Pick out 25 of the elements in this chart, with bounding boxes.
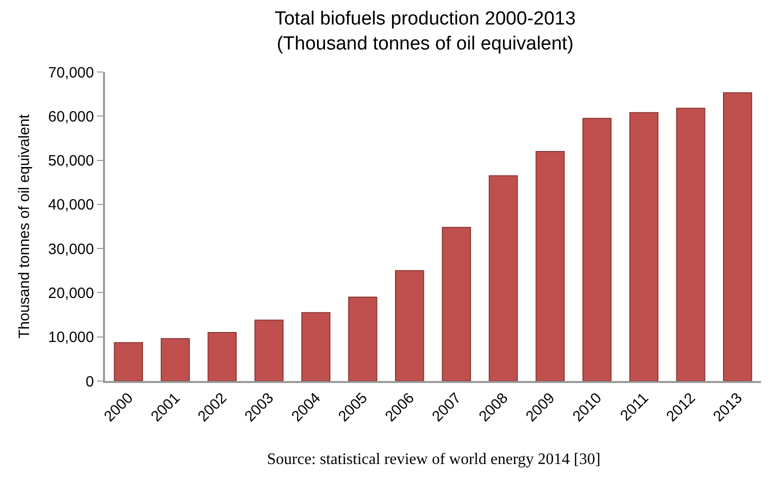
bar <box>582 118 612 381</box>
bar <box>488 175 518 381</box>
source-note: Source: statistical review of world energy 2014 [30] <box>267 451 600 468</box>
bar <box>395 270 424 381</box>
bar <box>301 312 330 381</box>
y-tick-label: 60,000 <box>48 108 94 126</box>
bar <box>676 108 706 381</box>
bar <box>160 338 190 381</box>
chart-title: Total biofuels production 2000-2013 (Thousand tonnes of oil equivalent) <box>274 8 576 54</box>
bar <box>629 112 658 381</box>
y-tick-label: 50,000 <box>48 152 94 170</box>
y-tick-label: 0 <box>86 373 94 390</box>
bar <box>208 332 237 381</box>
bar <box>348 296 378 381</box>
bar <box>723 92 752 381</box>
bar <box>114 342 143 381</box>
y-axis-title: Thousand tonnes of oil equivalent <box>16 114 33 339</box>
y-tick-label: 20,000 <box>48 284 94 302</box>
y-tick-label: 70,000 <box>48 64 94 82</box>
bar <box>442 226 471 381</box>
y-tick-label: 40,000 <box>48 196 94 214</box>
bar <box>254 320 284 381</box>
y-tick-label: 30,000 <box>48 240 94 258</box>
y-tick-label: 10,000 <box>48 329 94 346</box>
bar <box>536 150 565 381</box>
